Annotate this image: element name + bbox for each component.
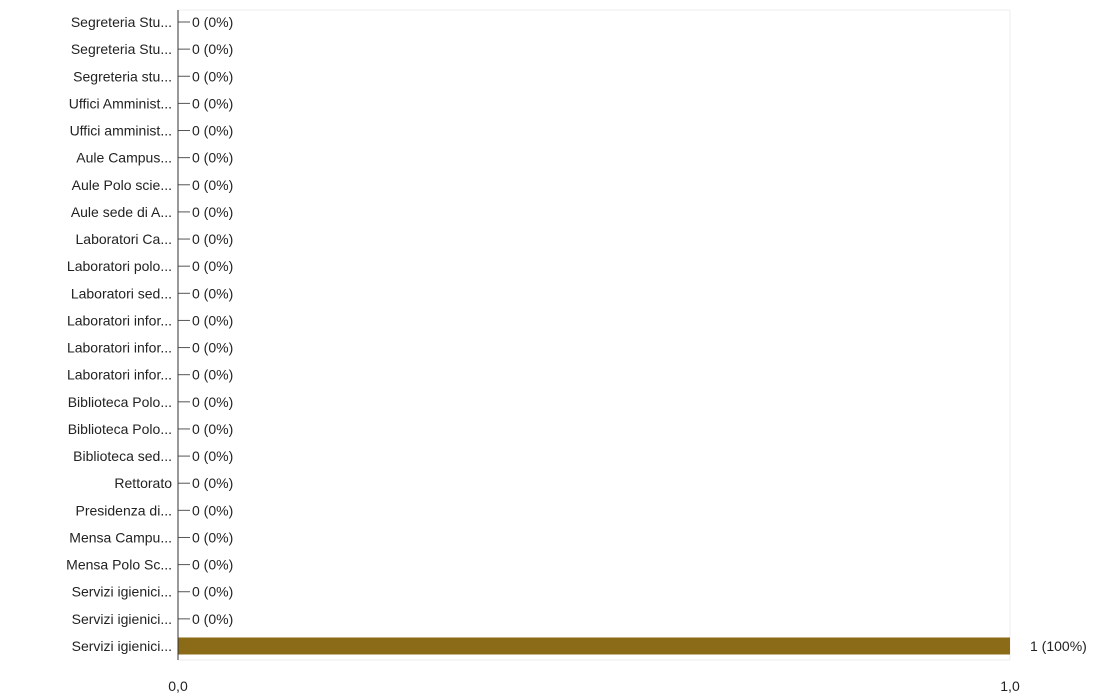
category-label: Mensa Polo Sc... (66, 557, 172, 573)
category-label: Aule Polo scie... (72, 177, 172, 193)
data-label: 0 (0%) (192, 394, 233, 410)
category-label: Biblioteca Polo... (68, 421, 172, 437)
data-label: 0 (0%) (192, 14, 233, 30)
category-label: Laboratori infor... (67, 340, 172, 356)
data-label: 0 (0%) (192, 95, 233, 111)
category-label: Segreteria stu... (73, 68, 172, 84)
category-label: Segreteria Stu... (71, 14, 172, 30)
category-label: Laboratori Ca... (76, 231, 173, 247)
data-label: 0 (0%) (192, 557, 233, 573)
data-label: 0 (0%) (192, 529, 233, 545)
category-label: Mensa Campu... (69, 529, 172, 545)
data-label: 0 (0%) (192, 312, 233, 328)
category-label: Aule Campus... (76, 150, 172, 166)
category-label: Uffici Amminist... (69, 95, 172, 111)
data-label: 0 (0%) (192, 123, 233, 139)
data-label: 0 (0%) (192, 231, 233, 247)
data-label: 0 (0%) (192, 285, 233, 301)
category-label: Rettorato (114, 475, 172, 491)
category-label: Biblioteca Polo... (68, 394, 172, 410)
data-label: 0 (0%) (192, 150, 233, 166)
data-label: 0 (0%) (192, 502, 233, 518)
category-label: Segreteria Stu... (71, 41, 172, 57)
category-label: Servizi igienici... (72, 611, 172, 627)
data-label: 0 (0%) (192, 448, 233, 464)
data-label: 0 (0%) (192, 41, 233, 57)
data-label: 0 (0%) (192, 204, 233, 220)
category-label: Uffici amminist... (70, 123, 172, 139)
category-label: Laboratori polo... (67, 258, 172, 274)
category-label: Servizi igienici... (72, 638, 172, 654)
x-tick-label: 0,0 (168, 678, 188, 694)
category-label: Aule sede di A... (71, 204, 172, 220)
data-label: 0 (0%) (192, 340, 233, 356)
category-label: Presidenza di... (76, 502, 173, 518)
data-label: 0 (0%) (192, 611, 233, 627)
category-label: Servizi igienici... (72, 584, 172, 600)
category-label: Laboratori infor... (67, 312, 172, 328)
data-label: 1 (100%) (1030, 638, 1087, 654)
data-label: 0 (0%) (192, 475, 233, 491)
data-label: 0 (0%) (192, 258, 233, 274)
category-label: Laboratori sed... (71, 285, 172, 301)
x-tick-label: 1,0 (1000, 678, 1020, 694)
data-label: 0 (0%) (192, 68, 233, 84)
data-label: 0 (0%) (192, 584, 233, 600)
data-label: 0 (0%) (192, 421, 233, 437)
data-label: 0 (0%) (192, 177, 233, 193)
category-label: Biblioteca sed... (73, 448, 172, 464)
bar[interactable] (178, 637, 1010, 655)
category-label: Laboratori infor... (67, 367, 172, 383)
data-label: 0 (0%) (192, 367, 233, 383)
